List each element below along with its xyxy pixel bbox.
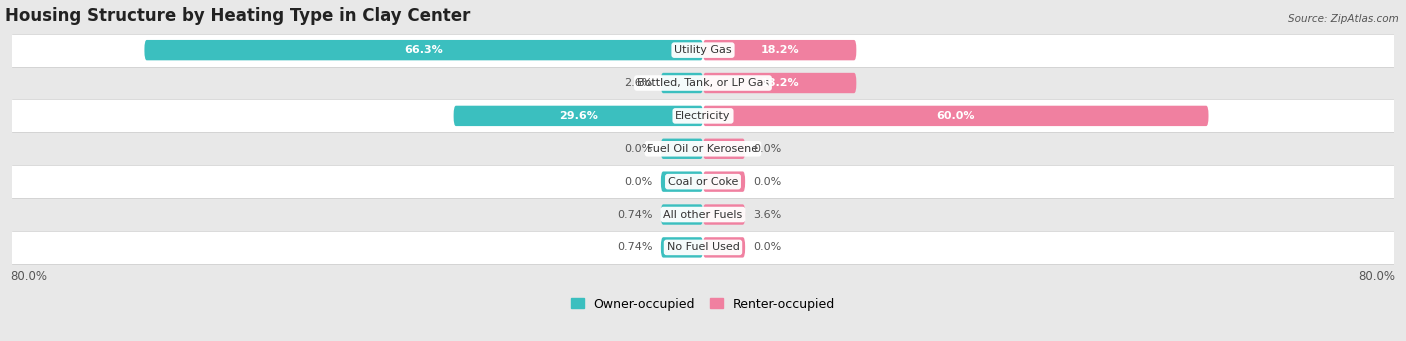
Text: 0.74%: 0.74% bbox=[617, 242, 652, 252]
FancyBboxPatch shape bbox=[703, 172, 745, 192]
Bar bbox=[13, 165, 1393, 198]
Text: 60.0%: 60.0% bbox=[936, 111, 974, 121]
FancyBboxPatch shape bbox=[703, 237, 745, 257]
Text: 0.0%: 0.0% bbox=[754, 177, 782, 187]
FancyBboxPatch shape bbox=[661, 172, 703, 192]
FancyBboxPatch shape bbox=[454, 106, 703, 126]
Text: Bottled, Tank, or LP Gas: Bottled, Tank, or LP Gas bbox=[637, 78, 769, 88]
FancyBboxPatch shape bbox=[703, 73, 856, 93]
Text: 0.74%: 0.74% bbox=[617, 209, 652, 220]
Text: 18.2%: 18.2% bbox=[761, 45, 799, 55]
FancyBboxPatch shape bbox=[661, 237, 703, 257]
Text: 0.0%: 0.0% bbox=[624, 144, 652, 154]
Bar bbox=[13, 66, 1393, 100]
FancyBboxPatch shape bbox=[661, 73, 703, 93]
Text: 18.2%: 18.2% bbox=[761, 78, 799, 88]
Text: No Fuel Used: No Fuel Used bbox=[666, 242, 740, 252]
Text: Fuel Oil or Kerosene: Fuel Oil or Kerosene bbox=[647, 144, 759, 154]
Text: 0.0%: 0.0% bbox=[754, 242, 782, 252]
FancyBboxPatch shape bbox=[703, 138, 745, 159]
Bar bbox=[13, 34, 1393, 66]
Text: All other Fuels: All other Fuels bbox=[664, 209, 742, 220]
Text: 66.3%: 66.3% bbox=[405, 45, 443, 55]
Text: Source: ZipAtlas.com: Source: ZipAtlas.com bbox=[1288, 14, 1399, 24]
Bar bbox=[13, 132, 1393, 165]
FancyBboxPatch shape bbox=[661, 138, 703, 159]
FancyBboxPatch shape bbox=[703, 204, 745, 225]
Text: 0.0%: 0.0% bbox=[624, 177, 652, 187]
Bar bbox=[13, 100, 1393, 132]
Text: 2.6%: 2.6% bbox=[624, 78, 652, 88]
FancyBboxPatch shape bbox=[703, 106, 1209, 126]
Bar bbox=[13, 198, 1393, 231]
Text: 3.6%: 3.6% bbox=[754, 209, 782, 220]
FancyBboxPatch shape bbox=[661, 204, 703, 225]
Text: Housing Structure by Heating Type in Clay Center: Housing Structure by Heating Type in Cla… bbox=[6, 7, 471, 25]
Bar bbox=[13, 231, 1393, 264]
Legend: Owner-occupied, Renter-occupied: Owner-occupied, Renter-occupied bbox=[571, 298, 835, 311]
Text: 0.0%: 0.0% bbox=[754, 144, 782, 154]
Text: Electricity: Electricity bbox=[675, 111, 731, 121]
Text: Coal or Coke: Coal or Coke bbox=[668, 177, 738, 187]
FancyBboxPatch shape bbox=[145, 40, 703, 60]
Text: 29.6%: 29.6% bbox=[558, 111, 598, 121]
Text: Utility Gas: Utility Gas bbox=[675, 45, 731, 55]
FancyBboxPatch shape bbox=[703, 40, 856, 60]
